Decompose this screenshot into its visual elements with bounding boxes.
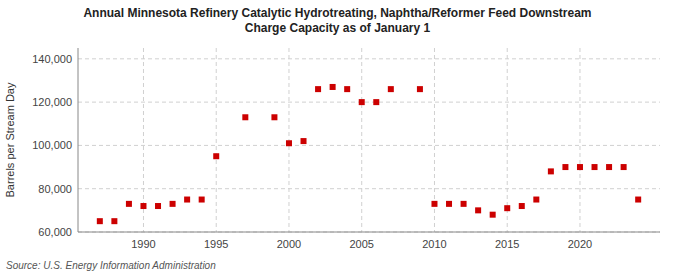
x-tick-label: 1990 bbox=[131, 238, 155, 250]
point bbox=[344, 86, 350, 92]
points bbox=[97, 84, 641, 224]
title-line: Annual Minnesota Refinery Catalytic Hydr… bbox=[83, 6, 591, 20]
chart: Annual Minnesota Refinery Catalytic Hydr… bbox=[0, 0, 675, 275]
point bbox=[592, 164, 598, 170]
y-axis-label: Barrels per Stream Day bbox=[4, 82, 16, 197]
y-grid-line bbox=[78, 188, 660, 189]
point bbox=[519, 203, 525, 209]
x-grid-line bbox=[579, 48, 580, 232]
point bbox=[111, 218, 117, 224]
point bbox=[562, 164, 568, 170]
point bbox=[577, 164, 583, 170]
x-tick-label: 2005 bbox=[349, 238, 373, 250]
page: {"chart_data": {"type": "scatter", "titl… bbox=[0, 0, 675, 275]
point bbox=[373, 99, 379, 105]
point bbox=[315, 86, 321, 92]
point bbox=[388, 86, 394, 92]
y-grid-line bbox=[78, 145, 660, 146]
point bbox=[286, 140, 292, 146]
point bbox=[431, 201, 437, 207]
x-grid-line bbox=[361, 48, 362, 232]
y-tick-label: 120,000 bbox=[32, 96, 72, 108]
point bbox=[359, 99, 365, 105]
y-tick-label: 60,000 bbox=[38, 226, 72, 238]
point bbox=[301, 138, 307, 144]
point bbox=[533, 197, 539, 203]
point bbox=[199, 197, 205, 203]
point bbox=[446, 201, 452, 207]
y-axis-line bbox=[78, 48, 79, 232]
point bbox=[155, 203, 161, 209]
point bbox=[170, 201, 176, 207]
point bbox=[606, 164, 612, 170]
point bbox=[184, 197, 190, 203]
x-tick-label: 2010 bbox=[422, 238, 446, 250]
y-tick-label: 80,000 bbox=[38, 183, 72, 195]
y-grid-line bbox=[78, 102, 660, 103]
point bbox=[635, 197, 641, 203]
title: Annual Minnesota Refinery Catalytic Hydr… bbox=[83, 6, 591, 35]
y-grid-line bbox=[78, 58, 660, 59]
point bbox=[330, 84, 336, 90]
point bbox=[126, 201, 132, 207]
grid bbox=[78, 48, 660, 232]
point bbox=[461, 201, 467, 207]
x-tick-label: 2000 bbox=[277, 238, 301, 250]
x-grid-line bbox=[216, 48, 217, 232]
title-line: Charge Capacity as of January 1 bbox=[245, 21, 431, 35]
x-tick-label: 2020 bbox=[568, 238, 592, 250]
x-axis-line bbox=[78, 232, 660, 233]
point bbox=[475, 207, 481, 213]
y-grid-line bbox=[78, 232, 660, 233]
x-grid-line bbox=[507, 48, 508, 232]
point bbox=[213, 153, 219, 159]
point bbox=[417, 86, 423, 92]
background bbox=[0, 0, 675, 275]
x-grid-line bbox=[288, 48, 289, 232]
x-tick-label: 1995 bbox=[204, 238, 228, 250]
point bbox=[140, 203, 146, 209]
y-tick-label: 140,000 bbox=[32, 53, 72, 65]
x-tick-label: 2015 bbox=[495, 238, 519, 250]
point bbox=[548, 168, 554, 174]
point bbox=[242, 114, 248, 120]
y-tick-label: 100,000 bbox=[32, 139, 72, 151]
point bbox=[490, 212, 496, 218]
point bbox=[271, 114, 277, 120]
annotation: Source: U.S. Energy Information Administ… bbox=[6, 260, 216, 271]
point bbox=[504, 205, 510, 211]
point bbox=[621, 164, 627, 170]
point bbox=[97, 218, 103, 224]
